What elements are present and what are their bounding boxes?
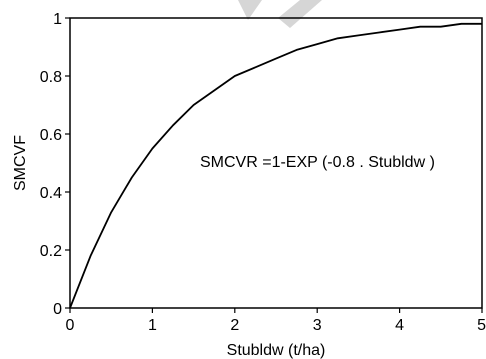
series-layer bbox=[69, 22, 482, 309]
x-axis-ticks: 0 1 2 3 4 5 bbox=[66, 308, 486, 334]
y-tick-label: 0.6 bbox=[40, 127, 62, 144]
y-tick-label: 0.8 bbox=[40, 69, 62, 86]
y-tick-label: 1 bbox=[53, 11, 62, 28]
x-tick-label: 5 bbox=[477, 317, 486, 334]
x-tick-label: 4 bbox=[395, 317, 404, 334]
y-axis-ticks: 0 0.2 0.4 0.6 0.8 1 bbox=[40, 11, 70, 318]
equation-annotation: SMCVR =1-EXP (-0.8 . Stubldw ) bbox=[200, 154, 435, 171]
watermark-shape-left bbox=[238, 0, 262, 20]
x-tick-label: 3 bbox=[313, 317, 322, 334]
y-tick-label: 0.2 bbox=[40, 243, 62, 260]
x-tick-label: 1 bbox=[148, 317, 157, 334]
y-axis-title: SMCVF bbox=[12, 135, 29, 191]
x-tick-label: 2 bbox=[230, 317, 239, 334]
plot-frame bbox=[69, 17, 483, 309]
x-tick-label: 0 bbox=[66, 317, 75, 334]
watermark-logo bbox=[238, 0, 322, 28]
y-tick-label: 0 bbox=[53, 301, 62, 318]
x-axis-title: Stubldw (t/ha) bbox=[227, 342, 326, 359]
watermark-shape-right bbox=[278, 0, 322, 28]
series-line bbox=[69, 22, 482, 309]
y-tick-label: 0.4 bbox=[40, 185, 62, 202]
